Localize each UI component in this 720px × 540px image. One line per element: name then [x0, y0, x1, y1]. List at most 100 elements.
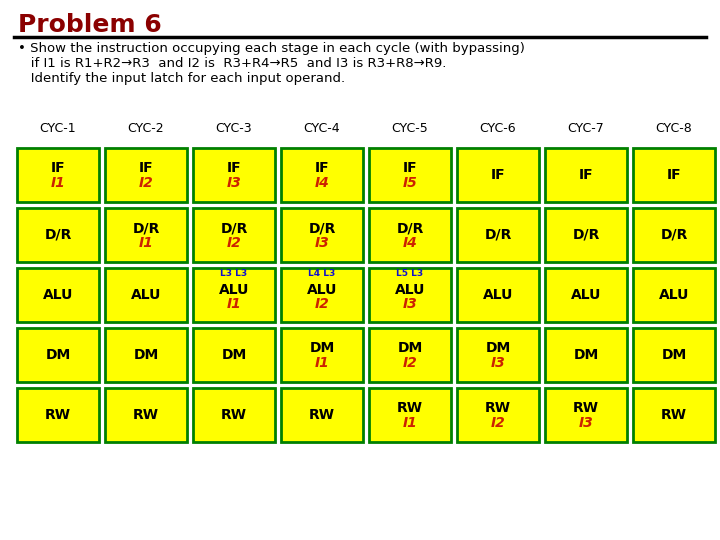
Text: I5: I5	[402, 176, 418, 190]
Text: I2: I2	[490, 416, 505, 430]
Text: L5 L3: L5 L3	[397, 269, 423, 278]
Text: Identify the input latch for each input operand.: Identify the input latch for each input …	[18, 72, 345, 85]
Text: D/R: D/R	[660, 228, 688, 242]
Text: RW: RW	[485, 401, 511, 415]
Text: Problem 6: Problem 6	[18, 13, 162, 37]
FancyBboxPatch shape	[281, 388, 363, 442]
Text: DM: DM	[485, 341, 510, 355]
Text: CYC-2: CYC-2	[127, 123, 164, 136]
Text: DM: DM	[573, 348, 598, 362]
Text: IF: IF	[315, 161, 329, 175]
FancyBboxPatch shape	[457, 268, 539, 322]
Text: D/R: D/R	[396, 221, 423, 235]
Text: ALU: ALU	[307, 283, 337, 297]
Text: I1: I1	[227, 297, 241, 311]
FancyBboxPatch shape	[105, 388, 187, 442]
Text: ALU: ALU	[571, 288, 601, 302]
Text: DM: DM	[662, 348, 687, 362]
Text: I1: I1	[402, 416, 418, 430]
Text: RW: RW	[573, 401, 599, 415]
FancyBboxPatch shape	[633, 148, 715, 202]
FancyBboxPatch shape	[369, 208, 451, 262]
FancyBboxPatch shape	[545, 208, 627, 262]
FancyBboxPatch shape	[457, 388, 539, 442]
Text: I2: I2	[227, 236, 241, 250]
Text: I4: I4	[402, 236, 418, 250]
FancyBboxPatch shape	[545, 148, 627, 202]
Text: ALU: ALU	[483, 288, 513, 302]
Text: CYC-4: CYC-4	[304, 123, 341, 136]
Text: I3: I3	[579, 416, 593, 430]
FancyBboxPatch shape	[193, 388, 275, 442]
Text: RW: RW	[309, 408, 335, 422]
FancyBboxPatch shape	[369, 388, 451, 442]
FancyBboxPatch shape	[457, 328, 539, 382]
Text: I1: I1	[50, 176, 66, 190]
Text: ALU: ALU	[395, 283, 426, 297]
FancyBboxPatch shape	[193, 268, 275, 322]
Text: I1: I1	[315, 356, 329, 370]
FancyBboxPatch shape	[633, 208, 715, 262]
FancyBboxPatch shape	[17, 208, 99, 262]
Text: ALU: ALU	[219, 283, 249, 297]
Text: I3: I3	[402, 297, 418, 311]
Text: I1: I1	[139, 236, 153, 250]
FancyBboxPatch shape	[105, 208, 187, 262]
FancyBboxPatch shape	[633, 388, 715, 442]
Text: D/R: D/R	[220, 221, 248, 235]
FancyBboxPatch shape	[633, 328, 715, 382]
FancyBboxPatch shape	[17, 148, 99, 202]
FancyBboxPatch shape	[281, 148, 363, 202]
Text: CYC-3: CYC-3	[216, 123, 252, 136]
Text: IF: IF	[139, 161, 153, 175]
FancyBboxPatch shape	[281, 328, 363, 382]
Text: IF: IF	[227, 161, 241, 175]
FancyBboxPatch shape	[17, 328, 99, 382]
Text: I3: I3	[315, 236, 329, 250]
FancyBboxPatch shape	[105, 328, 187, 382]
FancyBboxPatch shape	[545, 328, 627, 382]
FancyBboxPatch shape	[17, 388, 99, 442]
FancyBboxPatch shape	[281, 208, 363, 262]
FancyBboxPatch shape	[281, 268, 363, 322]
Text: DM: DM	[310, 341, 335, 355]
Text: RW: RW	[45, 408, 71, 422]
FancyBboxPatch shape	[457, 148, 539, 202]
Text: DM: DM	[45, 348, 71, 362]
FancyBboxPatch shape	[105, 268, 187, 322]
FancyBboxPatch shape	[193, 328, 275, 382]
Text: DM: DM	[397, 341, 423, 355]
Text: D/R: D/R	[485, 228, 512, 242]
Text: D/R: D/R	[132, 221, 160, 235]
FancyBboxPatch shape	[545, 388, 627, 442]
Text: CYC-6: CYC-6	[480, 123, 516, 136]
Text: IF: IF	[667, 168, 681, 182]
Text: I2: I2	[139, 176, 153, 190]
Text: L4 L3: L4 L3	[308, 269, 336, 278]
FancyBboxPatch shape	[457, 208, 539, 262]
Text: I3: I3	[490, 356, 505, 370]
Text: I2: I2	[402, 356, 418, 370]
Text: I4: I4	[315, 176, 329, 190]
Text: D/R: D/R	[45, 228, 72, 242]
Text: IF: IF	[491, 168, 505, 182]
Text: if I1 is R1+R2→R3  and I2 is  R3+R4→R5  and I3 is R3+R8→R9.: if I1 is R1+R2→R3 and I2 is R3+R4→R5 and…	[18, 57, 446, 70]
FancyBboxPatch shape	[17, 268, 99, 322]
FancyBboxPatch shape	[105, 148, 187, 202]
FancyBboxPatch shape	[545, 268, 627, 322]
Text: ALU: ALU	[131, 288, 161, 302]
Text: ALU: ALU	[659, 288, 689, 302]
FancyBboxPatch shape	[633, 268, 715, 322]
Text: • Show the instruction occupying each stage in each cycle (with bypassing): • Show the instruction occupying each st…	[18, 42, 525, 55]
Text: IF: IF	[50, 161, 66, 175]
Text: DM: DM	[133, 348, 158, 362]
FancyBboxPatch shape	[369, 328, 451, 382]
FancyBboxPatch shape	[369, 148, 451, 202]
Text: DM: DM	[221, 348, 247, 362]
Text: RW: RW	[397, 401, 423, 415]
Text: RW: RW	[661, 408, 687, 422]
Text: D/R: D/R	[308, 221, 336, 235]
FancyBboxPatch shape	[369, 268, 451, 322]
Text: CYC-8: CYC-8	[656, 123, 693, 136]
Text: CYC-1: CYC-1	[40, 123, 76, 136]
